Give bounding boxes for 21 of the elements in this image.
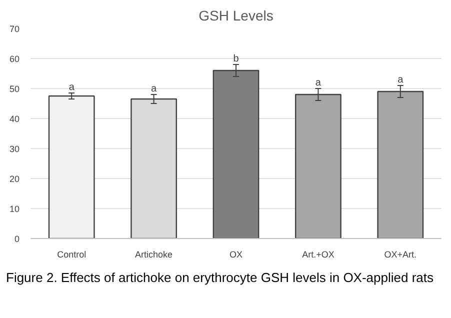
annotation: a: [315, 78, 322, 88]
annotation: a: [151, 84, 158, 94]
x-tick-label: Control: [57, 250, 86, 260]
x-tick-label: Artichoke: [135, 250, 173, 260]
y-tick-label: 50: [9, 84, 20, 94]
x-tick-label: OX: [230, 250, 243, 260]
y-tick-label: 30: [9, 144, 20, 154]
y-tick-label: 70: [9, 24, 20, 34]
caption: Figure 2. Effects of artichoke on erythrocyte GSH levels in OX-applied rats: [6, 269, 434, 287]
bar: [48, 95, 95, 238]
x-tick-label: OX+Art.: [384, 250, 417, 260]
y-tick-label: 60: [9, 54, 20, 64]
y-tick-label: 20: [9, 174, 20, 184]
y-tick-label: 40: [9, 114, 20, 124]
chart-title: GSH Levels: [198, 8, 274, 24]
x-tick-label: Art.+OX: [302, 250, 334, 260]
annotation: b: [233, 54, 240, 64]
y-tick-label: 0: [14, 234, 20, 244]
annotation: a: [398, 74, 404, 86]
annotation: a: [68, 82, 75, 93]
y-tick-label: 10: [9, 204, 20, 214]
